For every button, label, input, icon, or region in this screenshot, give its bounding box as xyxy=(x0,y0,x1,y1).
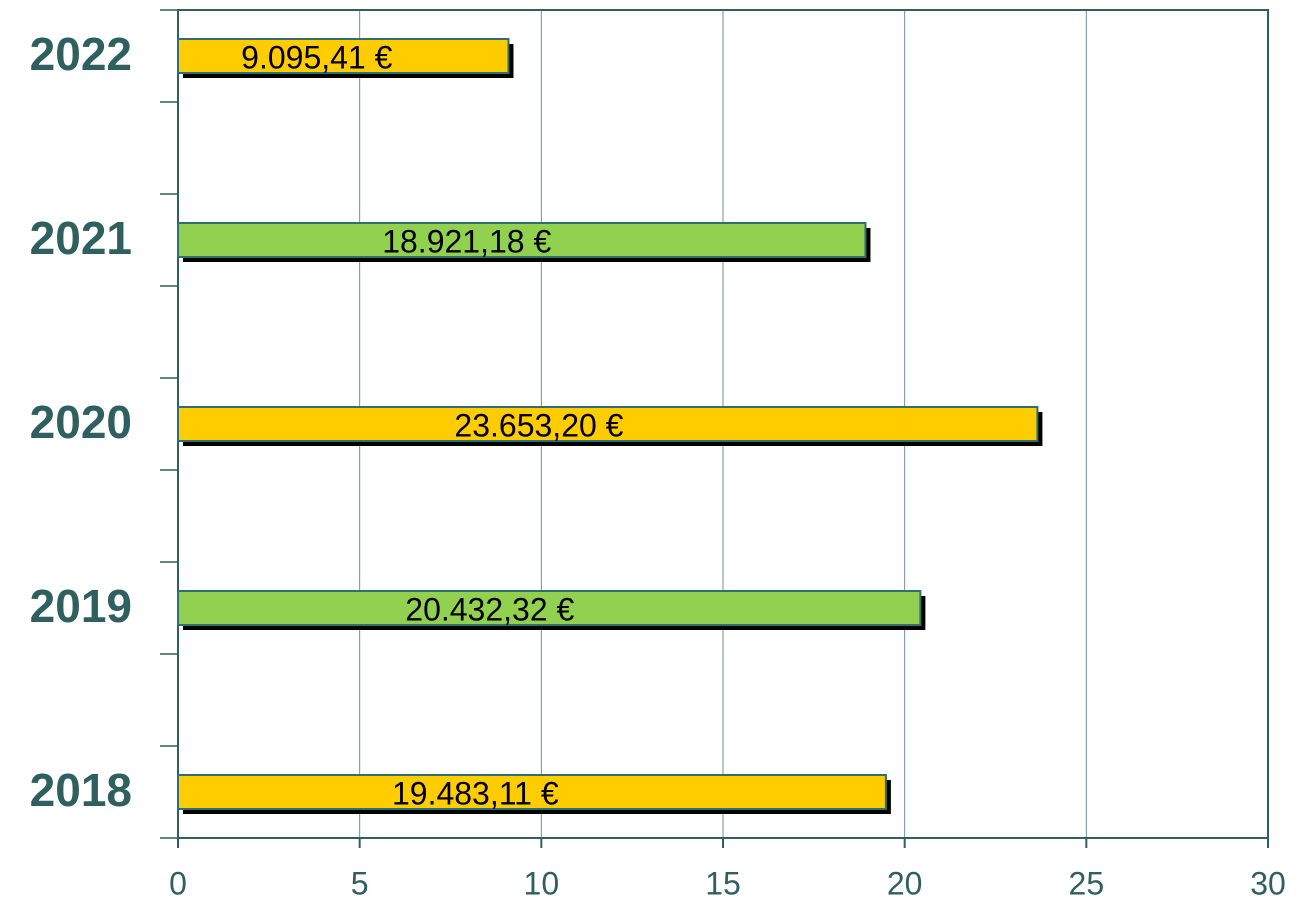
y-tick-label: 2018 xyxy=(30,764,132,816)
value-label: 23.653,20 € xyxy=(454,407,623,443)
bar xyxy=(177,590,922,626)
x-tick-label: 20 xyxy=(887,865,923,901)
y-tick-label: 2021 xyxy=(30,212,132,264)
value-label: 19.483,11 € xyxy=(392,775,559,811)
x-tick-label: 5 xyxy=(351,865,369,901)
value-label: 20.432,32 € xyxy=(405,591,574,627)
x-tick-label: 0 xyxy=(169,865,187,901)
bar xyxy=(177,222,867,258)
bar xyxy=(177,406,1039,442)
x-tick-label: 25 xyxy=(1069,865,1105,901)
bar xyxy=(177,38,510,74)
bar xyxy=(177,774,887,810)
x-tick-label: 15 xyxy=(705,865,741,901)
value-label: 18.921,18 € xyxy=(382,223,551,259)
y-tick-label: 2019 xyxy=(30,580,132,632)
y-tick-label: 2020 xyxy=(30,396,132,448)
value-label: 9.095,41 € xyxy=(241,39,392,75)
x-tick-label: 10 xyxy=(524,865,560,901)
x-tick-label: 30 xyxy=(1250,865,1286,901)
y-tick-label: 2022 xyxy=(30,28,132,80)
